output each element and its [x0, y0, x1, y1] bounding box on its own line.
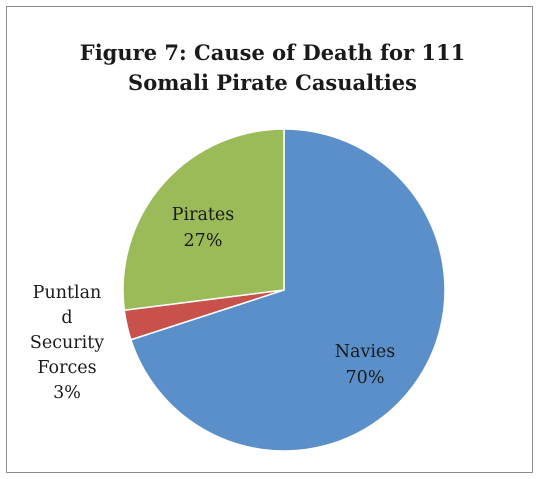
slice-label-1-line-1: d	[61, 308, 72, 328]
slice-label-1-line-2: Security	[30, 333, 104, 353]
slice-label-0: Navies 70%	[335, 342, 396, 388]
slice-label-1: Puntlan d Security Forces 3%	[30, 283, 104, 403]
slice-label-1-line-3: Forces	[37, 358, 96, 378]
pie-slices	[122, 128, 446, 452]
slice-label-0-line-1: 70%	[346, 368, 385, 388]
chart-title-line-2: Somali Pirate Casualties	[128, 70, 417, 95]
slice-label-2-line-1: 27%	[184, 231, 223, 251]
slice-label-1-line-0: Puntlan	[33, 283, 102, 303]
pie-slice-2	[122, 128, 285, 312]
slice-label-2-line-0: Pirates	[172, 205, 235, 225]
slice-label-0-line-0: Navies	[335, 342, 396, 362]
pie-labels: Navies 70% Puntlan d Security Forces 3% Pirates…	[30, 205, 395, 403]
chart-title: Figure 7: Cause of Death for 111 Somali …	[0, 38, 545, 98]
slice-label-1-line-4: 3%	[53, 383, 81, 403]
pie-slice-0	[129, 128, 446, 452]
slice-label-2: Pirates 27%	[172, 205, 235, 251]
chart-title-line-1: Figure 7: Cause of Death for 111	[79, 40, 466, 65]
